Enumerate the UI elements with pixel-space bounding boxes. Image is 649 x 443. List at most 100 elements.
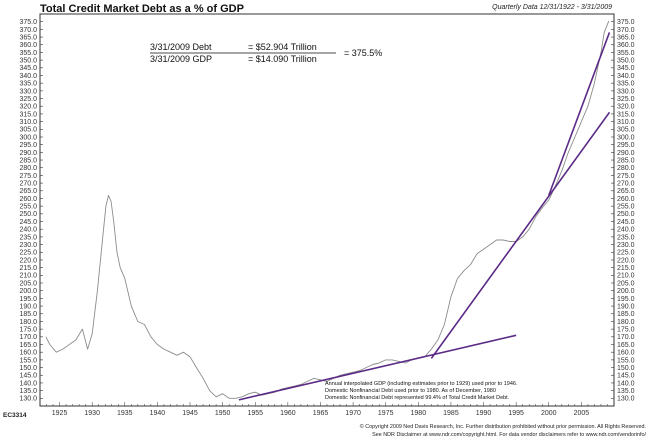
y-tick-label: 350.0 [617,58,635,65]
x-tick-label: 1980 [411,410,427,417]
y-tick-label: 305.0 [19,127,37,134]
y-tick-label: 165.0 [19,342,37,349]
y-tick-label: 360.0 [19,42,37,49]
y-tick-label: 190.0 [19,303,37,310]
y-tick-label: 170.0 [617,334,635,341]
x-tick-label: 1955 [247,410,263,417]
gdp-value: = $14.090 Trillion [248,54,317,64]
y-tick-label: 215.0 [617,265,635,272]
y-tick-label: 340.0 [617,73,635,80]
trendline-3 [548,32,611,196]
y-tick-label: 270.0 [19,180,37,187]
gdp-label: 3/31/2009 GDP [150,54,212,64]
x-tick-label: 1950 [215,410,231,417]
y-tick-label: 295.0 [19,142,37,149]
y-tick-label: 285.0 [19,157,37,164]
chart-title: Total Credit Market Debt as a % of GDP [40,3,244,15]
y-tick-label: 300.0 [19,134,37,141]
y-tick-label: 285.0 [617,157,635,164]
y-tick-label: 155.0 [617,357,635,364]
x-tick-label: 2005 [574,410,590,417]
series-line-debt-to-gdp [45,20,610,399]
y-tick-label: 280.0 [617,165,635,172]
y-tick-label: 240.0 [617,227,635,234]
y-tick-label: 145.0 [617,373,635,380]
y-tick-label: 230.0 [19,242,37,249]
y-tick-label: 260.0 [19,196,37,203]
y-tick-label: 140.0 [617,380,635,387]
y-tick-label: 300.0 [617,134,635,141]
y-tick-label: 220.0 [19,257,37,264]
y-tick-label: 265.0 [19,188,37,195]
y-tick-label: 210.0 [19,273,37,280]
x-tick-label: 1930 [84,410,100,417]
y-tick-label: 245.0 [617,219,635,226]
data-range-note: Quarterly Data 12/31/1922 - 3/31/2009 [492,4,612,11]
y-tick-label: 205.0 [617,280,635,287]
y-tick-label: 145.0 [19,373,37,380]
y-tick-label: 340.0 [19,73,37,80]
y-tick-label: 360.0 [617,42,635,49]
y-tick-label: 160.0 [617,350,635,357]
debt-gdp-annotation: 3/31/2009 Debt = $52.904 Trillion 3/31/2… [150,42,382,64]
y-tick-label: 275.0 [19,173,37,180]
y-tick-label: 255.0 [617,204,635,211]
y-tick-label: 335.0 [617,81,635,88]
y-tick-label: 335.0 [19,81,37,88]
x-tick-label: 1965 [313,410,329,417]
y-tick-label: 235.0 [19,234,37,241]
y-tick-label: 150.0 [617,365,635,372]
y-tick-label: 315.0 [617,111,635,118]
x-tick-label: 2000 [541,410,557,417]
y-tick-label: 235.0 [617,234,635,241]
y-tick-label: 250.0 [19,211,37,218]
y-tick-label: 330.0 [19,88,37,95]
x-tick-label: 1970 [345,410,361,417]
debt-label: 3/31/2009 Debt [150,42,212,52]
note-line-2: Domestic Nonfinancial Debt used prior to… [325,388,496,394]
y-tick-label: 305.0 [617,127,635,134]
x-tick-label: 1960 [280,410,296,417]
y-tick-label: 315.0 [19,111,37,118]
y-tick-label: 195.0 [19,296,37,303]
y-tick-label: 345.0 [19,65,37,72]
y-tick-label: 190.0 [617,303,635,310]
y-tick-label: 325.0 [617,96,635,103]
y-tick-label: 140.0 [19,380,37,387]
y-tick-label: 200.0 [617,288,635,295]
y-tick-label: 130.0 [19,396,37,403]
x-tick-label: 1985 [443,410,459,417]
y-tick-label: 180.0 [617,319,635,326]
y-tick-label: 150.0 [19,365,37,372]
y-tick-label: 320.0 [19,104,37,111]
y-tick-label: 260.0 [617,196,635,203]
y-tick-label: 250.0 [617,211,635,218]
x-tick-label: 1925 [52,410,68,417]
y-tick-label: 170.0 [19,334,37,341]
y-tick-label: 290.0 [617,150,635,157]
x-axis: 1925 1930 1935 1940 1945 1950 1955 1960 1965 1970… [39,402,615,417]
y-tick-label: 185.0 [617,311,635,318]
y-tick-label: 345.0 [617,65,635,72]
x-tick-label: 1940 [150,410,166,417]
y-tick-label: 135.0 [19,388,37,395]
y-tick-label: 355.0 [617,50,635,57]
trendline-layer [238,32,611,401]
y-tick-label: 255.0 [19,204,37,211]
y-tick-label: 240.0 [19,227,37,234]
y-tick-label: 135.0 [617,388,635,395]
y-tick-label: 230.0 [617,242,635,249]
y-tick-label: 350.0 [19,58,37,65]
y-tick-label: 215.0 [19,265,37,272]
y-tick-label: 355.0 [19,50,37,57]
y-tick-label: 325.0 [19,96,37,103]
debt-value: = $52.904 Trillion [248,42,317,52]
y-tick-label: 370.0 [617,27,635,34]
y-axis-left: 130.0135.0140.0145.0150.0155.0160.0165.0… [19,19,43,403]
y-tick-label: 185.0 [19,311,37,318]
trendline-1 [238,334,517,401]
y-tick-label: 320.0 [617,104,635,111]
y-tick-label: 280.0 [19,165,37,172]
note-line-3: Domestic Nonfinancial Debt represented 9… [325,395,510,401]
